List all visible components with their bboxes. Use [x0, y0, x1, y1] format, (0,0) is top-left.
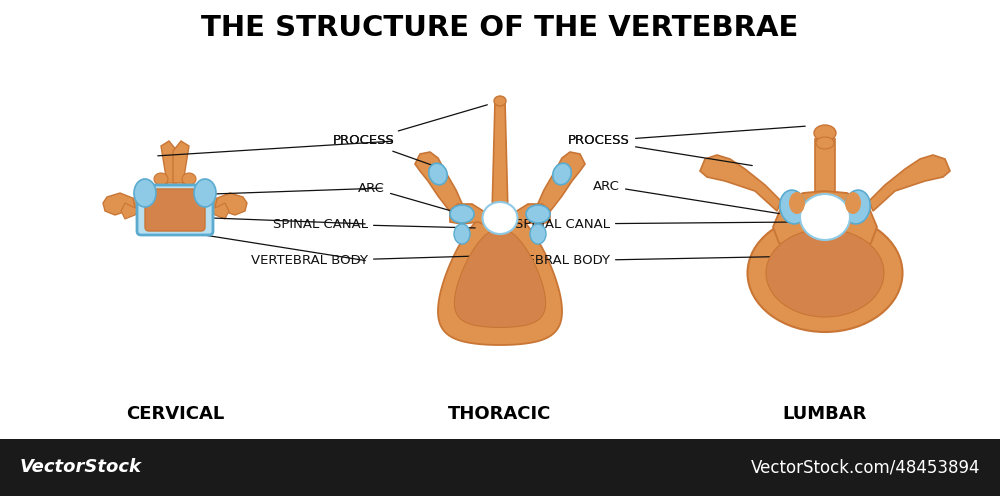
Polygon shape	[492, 101, 508, 214]
Ellipse shape	[134, 179, 156, 207]
Text: SPINAL CANAL: SPINAL CANAL	[273, 218, 475, 231]
Polygon shape	[869, 155, 950, 211]
Text: VERTEBRAL BODY: VERTEBRAL BODY	[493, 254, 807, 267]
Text: LUMBAR: LUMBAR	[783, 405, 867, 423]
Text: THE STRUCTURE OF THE VERTEBRAE: THE STRUCTURE OF THE VERTEBRAE	[201, 14, 799, 42]
Text: SPINAL CANAL: SPINAL CANAL	[515, 218, 795, 231]
Polygon shape	[450, 204, 488, 226]
Polygon shape	[536, 152, 585, 214]
Polygon shape	[133, 183, 167, 209]
Text: PROCESS: PROCESS	[568, 126, 805, 147]
Ellipse shape	[814, 125, 836, 141]
Ellipse shape	[429, 163, 447, 185]
Ellipse shape	[800, 194, 850, 240]
Polygon shape	[161, 141, 177, 183]
Ellipse shape	[482, 202, 518, 234]
Polygon shape	[103, 193, 135, 215]
Ellipse shape	[845, 192, 861, 214]
FancyBboxPatch shape	[137, 185, 213, 235]
Polygon shape	[773, 191, 877, 249]
Polygon shape	[121, 203, 139, 219]
Ellipse shape	[816, 137, 834, 149]
Ellipse shape	[526, 205, 550, 223]
Ellipse shape	[182, 173, 196, 185]
Polygon shape	[700, 155, 781, 211]
Ellipse shape	[780, 190, 806, 224]
Text: VectorStock: VectorStock	[20, 458, 142, 477]
Text: PROCESS: PROCESS	[333, 105, 487, 147]
FancyBboxPatch shape	[0, 439, 1000, 496]
Text: VectorStock.com/48453894: VectorStock.com/48453894	[750, 458, 980, 477]
Ellipse shape	[766, 229, 884, 317]
Polygon shape	[173, 141, 189, 183]
Polygon shape	[415, 152, 464, 214]
Ellipse shape	[154, 173, 168, 185]
Polygon shape	[454, 229, 546, 327]
Ellipse shape	[553, 163, 571, 185]
FancyBboxPatch shape	[145, 189, 205, 231]
Polygon shape	[815, 139, 835, 193]
Ellipse shape	[748, 214, 902, 332]
Polygon shape	[211, 203, 229, 219]
Ellipse shape	[789, 192, 805, 214]
Ellipse shape	[454, 224, 470, 244]
Ellipse shape	[194, 179, 216, 207]
Ellipse shape	[494, 96, 506, 106]
Polygon shape	[215, 193, 247, 215]
Ellipse shape	[530, 224, 546, 244]
Ellipse shape	[844, 190, 870, 224]
Text: ARC: ARC	[593, 180, 779, 214]
Ellipse shape	[450, 205, 474, 223]
Text: THORACIC: THORACIC	[448, 405, 552, 423]
Text: ARC: ARC	[358, 182, 452, 211]
Text: PROCESS: PROCESS	[333, 134, 437, 167]
Polygon shape	[438, 209, 562, 345]
Text: VERTEBRAL BODY: VERTEBRAL BODY	[251, 254, 475, 267]
Polygon shape	[512, 204, 550, 226]
Text: CERVICAL: CERVICAL	[126, 405, 224, 423]
Text: PROCESS: PROCESS	[568, 134, 752, 166]
Polygon shape	[183, 183, 217, 209]
